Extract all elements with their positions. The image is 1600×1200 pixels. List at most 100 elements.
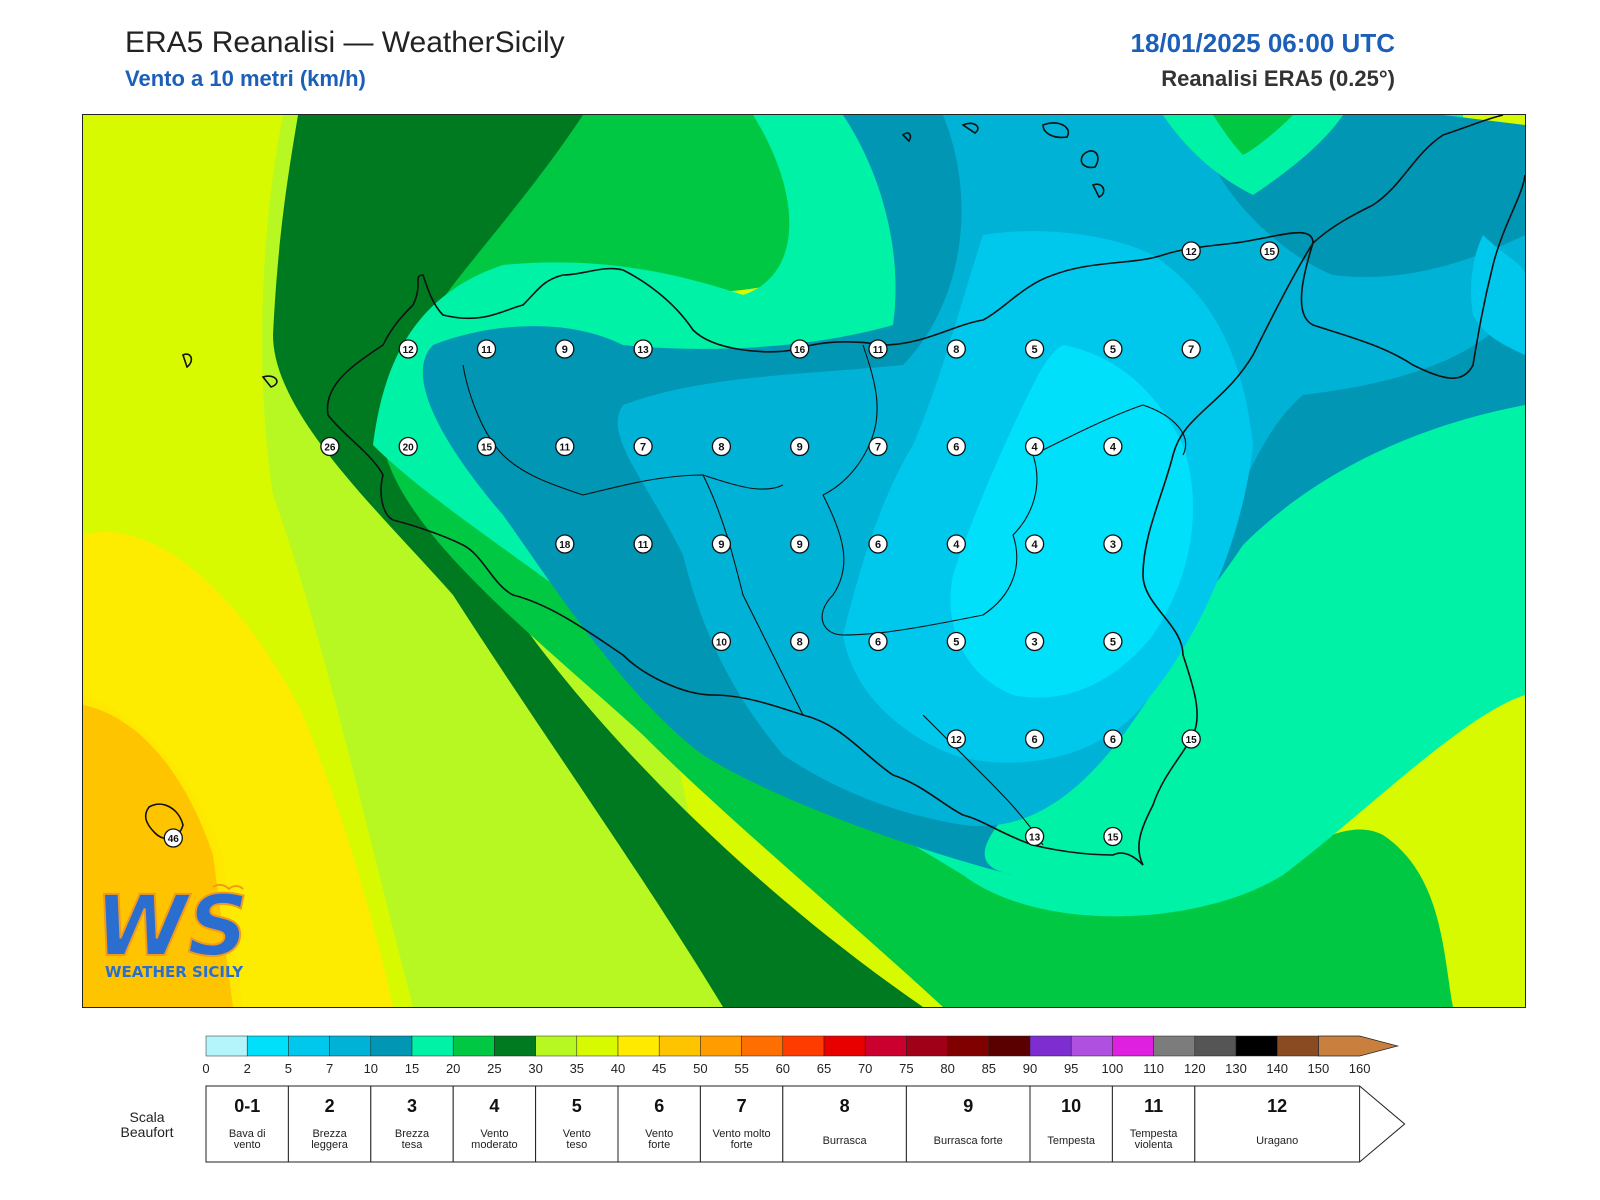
border-palermo-messina	[822, 344, 878, 496]
station-marker[interactable]: 5	[1103, 631, 1123, 652]
beaufort-class: 2 Brezza leggera	[287, 1085, 372, 1163]
station-marker[interactable]: 8	[711, 436, 732, 457]
colorbar-ticks: 0 2 5 7 10 15 20 25 30 35 40 45 50 55 60 65 70 75 80 85 90 95…	[202, 1061, 1370, 1076]
station-marker[interactable]: 6	[868, 534, 888, 554]
colorbar-tick-label: 0	[202, 1061, 209, 1076]
station-marker[interactable]: 4	[946, 534, 966, 554]
band-2-5	[950, 345, 1193, 698]
station-marker[interactable]: 11	[633, 534, 653, 554]
station-marker[interactable]: 7	[633, 436, 653, 457]
colorbar-bin	[535, 1035, 578, 1057]
colorbar-tick-label: 95	[1064, 1061, 1078, 1076]
station-wind-value: 12	[1186, 247, 1198, 258]
station-marker-circle	[1181, 241, 1201, 261]
colorbar	[205, 1035, 1400, 1057]
station-marker[interactable]: 4	[1024, 436, 1045, 457]
station-marker[interactable]: 15	[1181, 729, 1201, 749]
station-marker[interactable]: 12	[1181, 241, 1201, 261]
station-marker[interactable]: 6	[868, 631, 888, 652]
station-marker[interactable]: 3	[1103, 534, 1123, 554]
coastline	[144, 115, 1525, 866]
beaufort-class: 8 Burrasca	[782, 1085, 907, 1163]
colorbar-tick-label: 7	[326, 1061, 333, 1076]
station-marker[interactable]: 9	[555, 339, 575, 359]
station-wind-value: 8	[718, 442, 724, 454]
station-marker-circle	[1103, 826, 1123, 847]
border-ragusa-siracusa	[922, 714, 1044, 846]
border-messina-catania	[1032, 404, 1187, 456]
band-15-20-north	[1163, 115, 1343, 195]
beaufort-description: Vento forte	[645, 1128, 673, 1151]
beaufort-force: 9	[963, 1096, 973, 1116]
station-wind-value: 5	[1032, 344, 1038, 356]
station-marker[interactable]: 18	[555, 534, 575, 554]
station-marker[interactable]: 16	[790, 339, 810, 359]
station-marker[interactable]: 46	[163, 828, 183, 848]
beaufort-description: Vento molto forte	[713, 1128, 771, 1151]
station-marker[interactable]: 11	[476, 339, 497, 359]
beaufort-description: Brezza leggera	[311, 1128, 349, 1151]
station-marker-circle	[1103, 534, 1123, 554]
colorbar-tick-label: 10	[364, 1061, 378, 1076]
weather-sicily-logo: WS WEATHER SICILY	[94, 876, 249, 981]
colorbar-tick-label: 60	[776, 1061, 790, 1076]
station-marker[interactable]: 4	[1024, 534, 1045, 554]
station-marker[interactable]: 6	[1024, 729, 1045, 749]
colorbar-bin	[1029, 1035, 1072, 1057]
wind-contours	[83, 115, 1525, 1007]
band-5-7-ionian	[1471, 235, 1525, 355]
colorbar-bin	[576, 1035, 619, 1057]
station-marker[interactable]: 15	[1103, 826, 1123, 847]
beaufort-force: 8	[840, 1096, 850, 1116]
station-marker-circle	[711, 534, 732, 554]
station-wind-value: 15	[481, 443, 493, 454]
station-marker[interactable]: 12	[946, 729, 966, 749]
station-wind-value: 12	[403, 345, 415, 356]
station-marker[interactable]: 7	[868, 436, 888, 457]
station-marker[interactable]: 13	[1024, 826, 1045, 847]
station-marker[interactable]: 11	[868, 339, 888, 359]
station-marker-circle	[1024, 436, 1045, 457]
station-marker[interactable]: 13	[633, 339, 653, 359]
beaufort-force: 0-1	[234, 1096, 260, 1116]
station-marker-circle	[1024, 631, 1045, 652]
station-marker[interactable]: 9	[711, 534, 732, 554]
colorbar-tick-label: 50	[693, 1061, 707, 1076]
logo-bird-icon	[212, 883, 244, 891]
station-marker[interactable]: 9	[790, 436, 810, 457]
beaufort-force: 10	[1061, 1096, 1081, 1116]
station-marker[interactable]: 6	[946, 436, 966, 457]
station-marker-circle	[398, 436, 418, 457]
station-marker[interactable]: 5	[946, 631, 966, 652]
station-marker[interactable]: 5	[1024, 339, 1045, 359]
beaufort-force: 7	[737, 1096, 747, 1116]
station-marker[interactable]: 8	[946, 339, 966, 359]
station-marker[interactable]: 3	[1024, 631, 1045, 652]
station-marker[interactable]: 26	[320, 436, 340, 457]
station-wind-value: 5	[1110, 637, 1116, 649]
map-subtitle: Vento a 10 metri (km/h)	[125, 66, 366, 91]
wind-map[interactable]: 12 11 9 13 16 11 8 5 5 7 12 15 26 20 15 11 7 8 9 7 6 4 4 18 11 9 9…	[82, 114, 1526, 1008]
colorbar-tick-label: 55	[734, 1061, 748, 1076]
station-marker[interactable]: 15	[476, 436, 497, 457]
beaufort-box	[1029, 1085, 1113, 1163]
station-marker[interactable]: 6	[1103, 729, 1123, 749]
station-marker[interactable]: 15	[1259, 241, 1280, 261]
station-marker[interactable]: 12	[398, 339, 418, 359]
station-marker-circle	[476, 436, 497, 457]
station-marker[interactable]: 20	[398, 436, 418, 457]
station-marker[interactable]: 11	[555, 436, 575, 457]
colorbar-bin	[288, 1035, 330, 1057]
station-marker[interactable]: 4	[1103, 436, 1123, 457]
wind-field-svg: 12 11 9 13 16 11 8 5 5 7 12 15 26 20 15 11 7 8 9 7 6 4 4 18 11 9 9…	[83, 115, 1525, 1007]
colorbar-tick-label: 100	[1102, 1061, 1124, 1076]
beaufort-class: 7 Vento molto forte	[699, 1085, 784, 1163]
station-wind-value: 3	[1032, 637, 1038, 649]
colorbar-bin	[947, 1035, 990, 1057]
station-marker[interactable]: 8	[790, 631, 810, 652]
station-markers: 12 11 9 13 16 11 8 5 5 7 12 15 26 20 15 11 7 8 9 7 6 4 4 18 11 9 9…	[163, 241, 1280, 848]
station-marker[interactable]: 7	[1181, 339, 1201, 359]
station-marker[interactable]: 9	[790, 534, 810, 554]
station-marker[interactable]: 10	[711, 631, 732, 652]
station-marker[interactable]: 5	[1103, 339, 1123, 359]
